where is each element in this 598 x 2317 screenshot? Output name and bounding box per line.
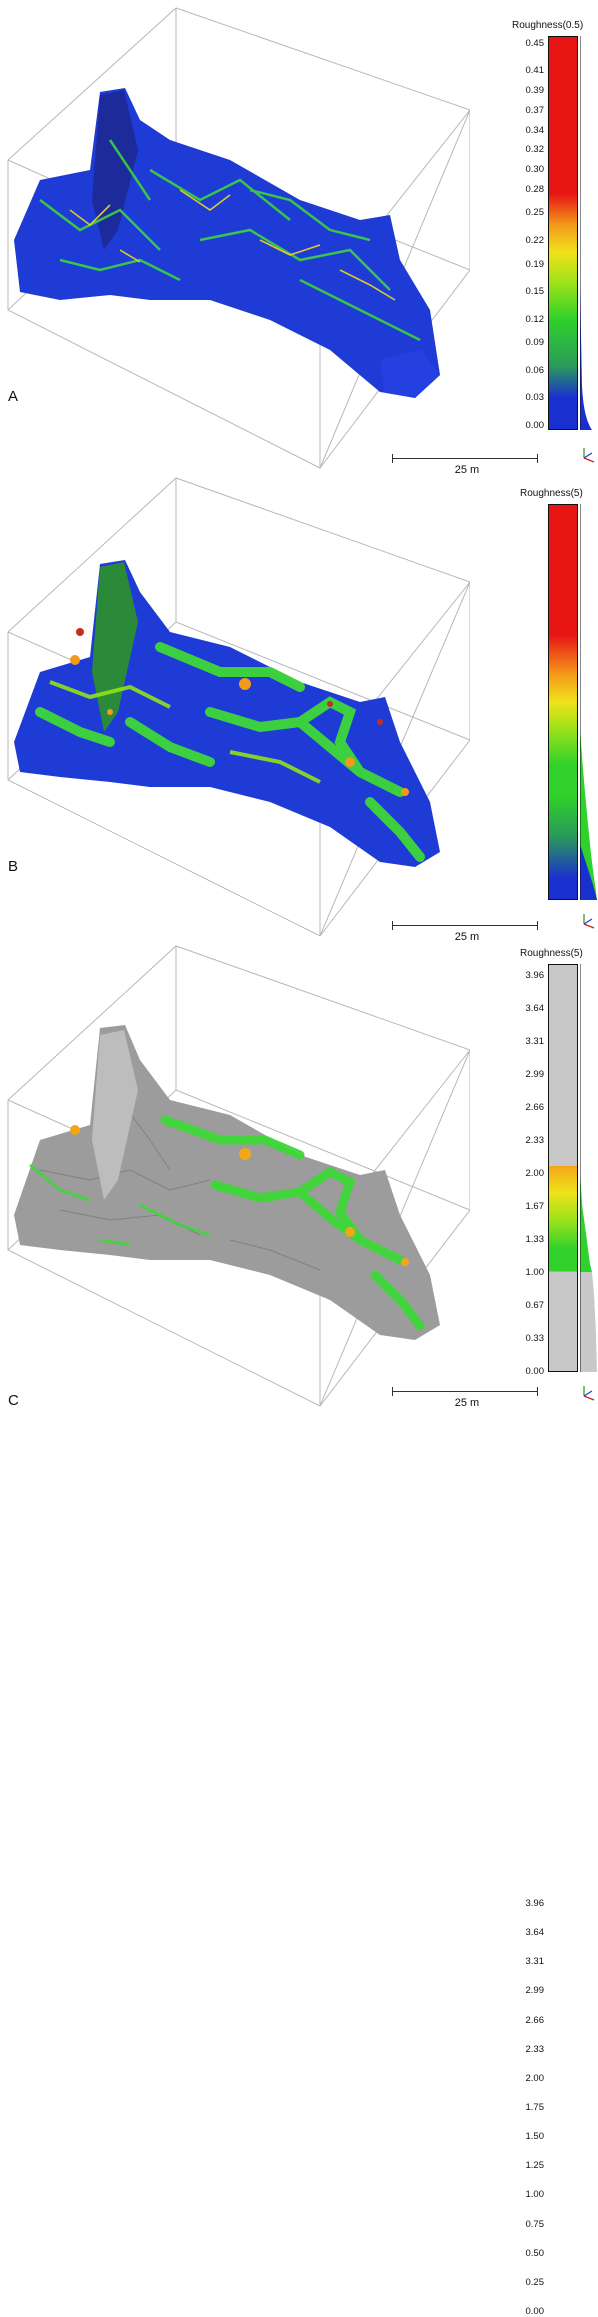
scale-bar — [392, 1387, 538, 1396]
colorbar-tick-label: 1.50 — [525, 2131, 545, 2143]
colorbar-tick-label: 0.00 — [525, 1366, 545, 1377]
axes-icon — [583, 1386, 595, 1401]
scale-bar — [392, 454, 538, 463]
colorbar-tick-label: 2.33 — [525, 2043, 545, 2055]
colorbar-tick-label: 0.41 — [525, 65, 545, 77]
colorbar-tick-label: 0.25 — [525, 2276, 545, 2288]
panel-label: B — [8, 858, 19, 875]
colorbar-tick-label: 2.66 — [525, 2014, 545, 2026]
scale-bar — [392, 921, 538, 930]
colorbar — [548, 36, 578, 430]
colorbar-tick-label: 0.45 — [525, 37, 545, 49]
panel-b: B Roughness(5) 3.96 3.64 3.31 2.99 2.66 2.33 2… — [0, 472, 598, 1377]
colorbar-tick-label: 1.67 — [525, 1201, 545, 1212]
colorbar-tick-label: 0.12 — [525, 313, 545, 325]
panel-a: A Roughness(0.5) 0.45 0.41 0.39 0.37 0.34 0.3… — [0, 0, 598, 476]
colorbar-tick-label: 2.99 — [525, 1069, 545, 1080]
point-cloud-view-b — [7, 477, 470, 937]
colorbar-tick-label: 0.39 — [525, 85, 545, 97]
colorbar-tick-label: 0.32 — [525, 144, 545, 156]
colorbar-title: Roughness(5) — [520, 948, 583, 959]
panel-label: A — [8, 388, 19, 405]
colorbar-tick-label: 0.00 — [525, 2306, 545, 2317]
colorbar-tick-label: 1.00 — [525, 1267, 545, 1278]
colorbar-tick-label: 3.64 — [525, 1927, 545, 1939]
scale-label: 25 m — [454, 464, 480, 476]
colorbar-tick-label: 0.25 — [525, 207, 545, 219]
colorbar-tick-label: 2.33 — [525, 1135, 545, 1146]
axes-icon — [583, 914, 595, 929]
histogram — [580, 504, 597, 900]
colorbar-tick-label: 3.31 — [525, 1956, 545, 1968]
histogram — [580, 964, 597, 1372]
histogram — [580, 36, 592, 430]
scale-label: 25 m — [454, 931, 480, 943]
colorbar-tick-label: 0.19 — [525, 258, 545, 270]
colorbar-tick-label: 1.25 — [525, 2160, 545, 2172]
scale-label: 25 m — [454, 1397, 480, 1409]
colorbar — [548, 504, 578, 900]
colorbar-tick-label: 0.37 — [525, 104, 545, 116]
panel-label: C — [8, 1392, 19, 1409]
colorbar-tick-label: 0.06 — [525, 364, 545, 376]
colorbar-tick-label: 0.22 — [525, 234, 545, 246]
colorbar-tick-label: 0.00 — [525, 420, 545, 432]
colorbar-tick-label: 3.96 — [525, 970, 545, 981]
point-cloud-view-a — [7, 7, 470, 469]
colorbar-tick-label: 0.33 — [525, 1333, 545, 1344]
colorbar-tick-label: 0.50 — [525, 2247, 545, 2259]
axes-icon — [583, 448, 595, 463]
panel-c: C Roughness(5) 3.96 3.64 3.31 2.99 2.66 2.33 2… — [0, 940, 598, 2317]
colorbar-tick-label: 0.30 — [525, 163, 545, 175]
colorbar-tick-label: 0.09 — [525, 337, 545, 349]
colorbar-tick-label: 3.31 — [525, 1036, 545, 1047]
colorbar-tick-label: 1.33 — [525, 1234, 545, 1245]
colorbar-tick-label: 0.67 — [525, 1300, 545, 1311]
colorbar-tick-label: 2.99 — [525, 1985, 545, 1997]
colorbar-tick-label: 0.34 — [525, 124, 545, 136]
colorbar-tick-label: 1.75 — [525, 2102, 545, 2113]
colorbar-tick-label: 0.75 — [525, 2218, 545, 2230]
colorbar-tick-label: 2.66 — [525, 1102, 545, 1113]
colorbar-tick-label: 3.64 — [525, 1003, 545, 1014]
colorbar-title: Roughness(5) — [520, 488, 583, 499]
colorbar-tick-label: 0.15 — [525, 286, 545, 298]
colorbar-title: Roughness(0.5) — [512, 20, 584, 31]
colorbar-tick-label: 2.00 — [525, 1168, 545, 1179]
colorbar-tick-label: 2.00 — [525, 2072, 545, 2084]
colorbar-tick-label: 1.00 — [525, 2189, 545, 2201]
colorbar-tick-label: 3.96 — [525, 1898, 545, 1909]
colorbar-tick-label: 0.03 — [525, 392, 545, 404]
colorbar — [548, 964, 578, 1372]
colorbar-tick-label: 0.28 — [525, 183, 545, 195]
point-cloud-view-c — [7, 945, 470, 1407]
